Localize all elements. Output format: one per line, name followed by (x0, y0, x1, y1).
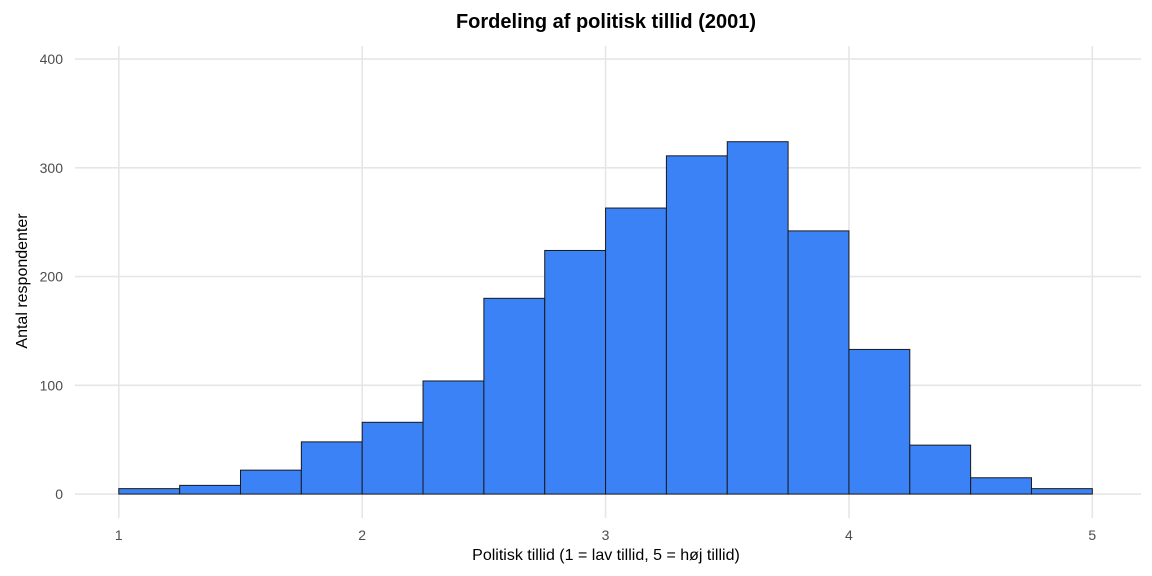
histogram-bar (300, 441, 363, 495)
histogram-bar (483, 297, 546, 495)
x-tick-label: 5 (1088, 527, 1096, 543)
histogram-bar (118, 488, 181, 495)
chart-title: Fordeling af politisk tillid (2001) (456, 11, 756, 33)
histogram-bar (909, 444, 972, 495)
histogram-bar (970, 477, 1032, 495)
histogram-bar (422, 380, 485, 495)
histogram-bar (544, 249, 607, 495)
histogram-bar (787, 230, 850, 495)
x-tick-label: 2 (358, 527, 366, 543)
y-tick-label: 100 (40, 377, 64, 393)
histogram-bar (361, 421, 424, 495)
y-tick-label: 0 (55, 486, 63, 502)
x-tick-label: 4 (845, 527, 853, 543)
y-axis-label: Antal respondenter (14, 213, 31, 349)
histogram-bar (605, 207, 667, 495)
histogram-bars (118, 141, 1093, 495)
y-tick-label: 200 (40, 269, 64, 285)
histogram-bar (1030, 488, 1093, 495)
x-axis-label: Politisk tillid (1 = lav tillid, 5 = høj… (472, 547, 740, 564)
histogram-bar (848, 348, 911, 495)
histogram-bar (239, 469, 302, 495)
x-tick-label: 1 (115, 527, 123, 543)
histogram-bar (665, 155, 728, 495)
histogram-bar (726, 141, 789, 495)
histogram-bar (179, 484, 241, 495)
y-tick-label: 300 (40, 160, 64, 176)
y-tick-label: 400 (40, 51, 64, 67)
x-tick-label: 3 (602, 527, 610, 543)
tick-labels: 1 2 3 4 5 0 100 200 300 400 (40, 51, 1097, 543)
